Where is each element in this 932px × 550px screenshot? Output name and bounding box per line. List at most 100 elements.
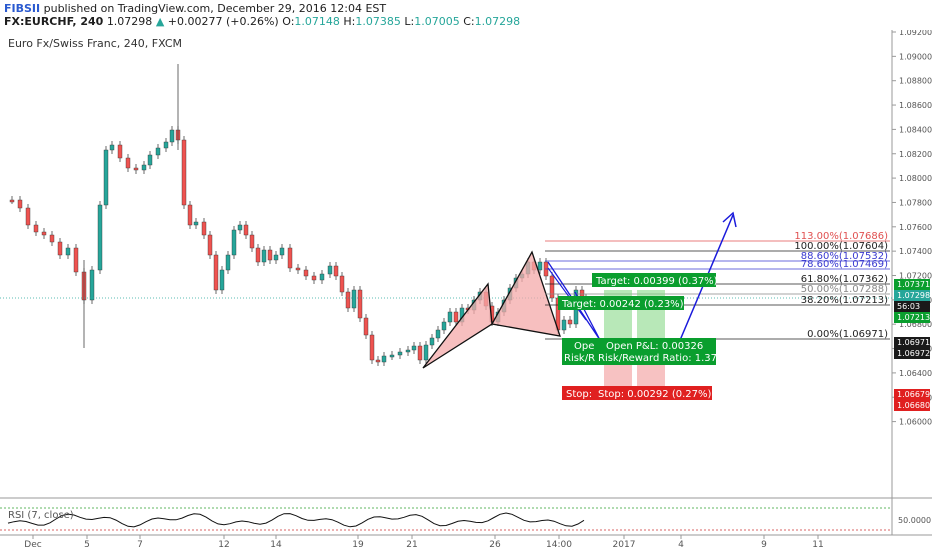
candle-body (89, 269, 95, 301)
price-chart[interactable]: 1.09200 1.09000 1.08800 1.08600 1.08400 1.082… (0, 30, 932, 550)
candle-body (73, 247, 79, 273)
candle-body (193, 221, 199, 226)
rsi-line (7, 512, 585, 528)
candle-body (49, 234, 55, 243)
candle-body (33, 224, 39, 233)
candle-body (201, 221, 207, 236)
svg-text:Target: 0.00399 (0.37%): Target: 0.00399 (0.37%) (595, 276, 718, 287)
low-value: 1.07005 (414, 15, 460, 28)
candle-body (453, 311, 459, 323)
candle-body (357, 289, 363, 319)
target-label-1[interactable]: Target: 0.00399 (0.37%) (592, 273, 718, 287)
rsi-indicator-label[interactable]: RSI (7, close) (8, 510, 74, 521)
pattern-triangle-xab (422, 282, 493, 369)
up-arrow-icon: ▲ (155, 15, 165, 28)
date-label: 12 (218, 540, 229, 550)
date-label: 9 (761, 540, 767, 550)
fib-label: 100.00%(1.07604) (794, 241, 888, 252)
high-value: 1.07385 (355, 15, 401, 28)
candle-body (267, 249, 273, 261)
fib-label: 88.60%(1.07532) (801, 251, 888, 262)
price-tag: 1.06972 (894, 348, 930, 359)
candle-body (133, 167, 139, 171)
price-tick-label: 1.07600 (899, 223, 932, 232)
date-label: 5 (84, 540, 90, 550)
candle-body (261, 249, 267, 263)
date-axis[interactable]: Dec 5 7 12 14 19 21 26 14:00 2017 4 9 11 (24, 535, 824, 550)
candle-body (311, 275, 317, 281)
candle-body (561, 319, 567, 331)
low-label: L: (404, 15, 415, 28)
date-label: 4 (678, 540, 684, 550)
candle-body (405, 349, 411, 353)
open-pl-label-short[interactable]: Ope Risk/R (562, 338, 596, 365)
fibonacci-levels[interactable]: 113.00%(1.07686)100.00%(1.07604)88.60%(1… (545, 231, 890, 340)
date-label: 26 (489, 540, 501, 550)
svg-text:Open P&L: 0.00326: Open P&L: 0.00326 (606, 341, 703, 352)
price-tag: 56:03 (894, 301, 930, 312)
symbol-name: FX:EURCHF, 240 (4, 15, 104, 28)
candle-body (57, 241, 63, 256)
price-tags: 1.07371 1.07298 56:03 1.07213 1.06971 1.06972… (894, 279, 930, 411)
candle-body (25, 207, 31, 226)
svg-text:Target: 0.00242 (0.23%): Target: 0.00242 (0.23%) (561, 299, 684, 310)
candle-body (207, 234, 213, 256)
candle-body (163, 141, 169, 149)
target-label-2[interactable]: Target: 0.00242 (0.23%) (558, 296, 684, 310)
publish-line: FIBSII published on TradingView.com, Dec… (4, 2, 386, 15)
svg-text:1.06679: 1.06679 (897, 390, 930, 399)
candle-body (181, 139, 187, 206)
svg-text:Risk/Reward Ratio: 1.37: Risk/Reward Ratio: 1.37 (598, 353, 717, 364)
price-change: +0.00277 (+0.26%) (167, 15, 279, 28)
close-value: 1.07298 (474, 15, 521, 28)
svg-text:1.06680: 1.06680 (897, 401, 930, 410)
candle-body (345, 291, 351, 309)
candle-body (447, 311, 453, 323)
candle-body (225, 254, 231, 271)
candle-body (429, 337, 435, 346)
price-tick-label: 1.08600 (899, 101, 932, 110)
price-tag: 1.07213 (894, 312, 930, 323)
stop-label[interactable]: Stop: Stop: 0.00292 (0.27%) (562, 386, 712, 400)
open-label: O: (282, 15, 295, 28)
candle-body (369, 334, 375, 361)
candle-body (375, 359, 381, 363)
candle-body (339, 275, 345, 293)
candle-body (141, 164, 147, 171)
date-label: 21 (406, 540, 417, 550)
open-value: 1.07148 (294, 15, 340, 28)
price-tag: 1.06679 (894, 389, 930, 400)
candle-body (363, 317, 369, 336)
price-tag: 1.06971 (894, 337, 930, 348)
candle-body (213, 254, 219, 291)
svg-text:Risk/R: Risk/R (564, 353, 595, 364)
blue-inner-line (547, 267, 587, 321)
fib-label: 113.00%(1.07686) (794, 231, 888, 242)
arrow-head-icon (722, 211, 737, 228)
candle-body (187, 204, 193, 226)
candle-body (295, 267, 301, 271)
candle-body (17, 199, 23, 209)
fib-label: 61.80%(1.07362) (801, 274, 888, 285)
candle-body (249, 234, 255, 249)
price-tick-label: 1.08200 (899, 150, 932, 159)
last-price: 1.07298 (106, 15, 153, 28)
candle-body (333, 265, 339, 277)
date-label: Dec (24, 540, 41, 550)
candle-body (169, 129, 175, 143)
svg-text:56:03: 56:03 (897, 302, 920, 311)
open-pl-label[interactable]: Open P&L: 0.00326 Risk/Reward Ratio: 1.3… (596, 338, 717, 365)
rsi-pane[interactable]: 50.0000 (0, 507, 931, 531)
svg-text:1.07371: 1.07371 (897, 280, 930, 289)
candle-body (411, 345, 417, 351)
high-label: H: (343, 15, 356, 28)
candle-body (219, 269, 225, 291)
price-tick-label: 1.09200 (899, 30, 932, 37)
author-name[interactable]: FIBSII (4, 2, 41, 15)
price-tick-label: 1.06400 (899, 369, 932, 378)
ohlc-line: FX:EURCHF, 240 1.07298 ▲ +0.00277 (+0.26… (4, 15, 520, 28)
candle-body (303, 269, 309, 277)
date-label: 14 (270, 540, 282, 550)
candle-body (279, 247, 285, 256)
close-label: C: (463, 15, 475, 28)
